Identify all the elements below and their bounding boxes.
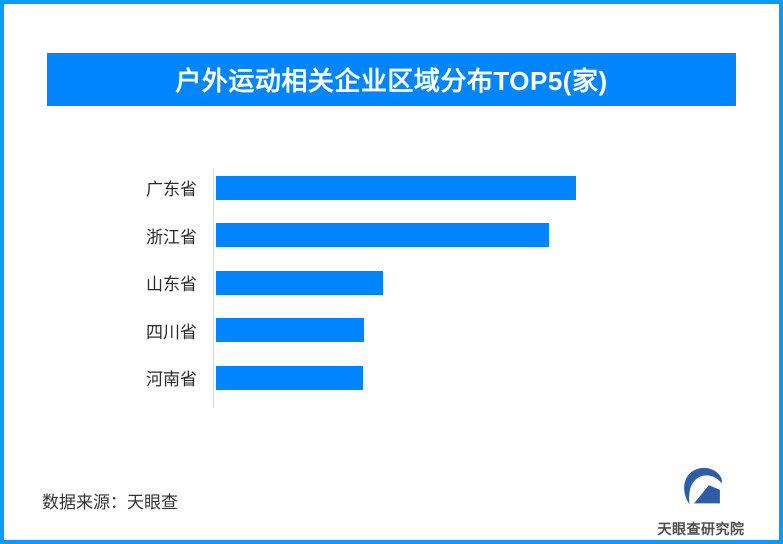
category-label: 山东省 bbox=[146, 275, 197, 295]
brand-logo: 天眼查研究院 bbox=[657, 465, 745, 539]
bar-chart-rows: 广东省浙江省山东省四川省河南省 bbox=[47, 164, 747, 402]
category-label: 河南省 bbox=[146, 370, 197, 390]
bar bbox=[216, 175, 576, 200]
tianyancha-eye-swoosh-icon bbox=[678, 465, 724, 514]
bar bbox=[216, 318, 364, 343]
chart-row: 山东省 bbox=[47, 259, 747, 307]
category-label: 浙江省 bbox=[146, 227, 197, 247]
category-label: 四川省 bbox=[146, 322, 197, 342]
chart-title-banner: 户外运动相关企业区域分布TOP5(家) bbox=[47, 53, 736, 106]
y-axis-line bbox=[213, 168, 214, 408]
logo-text: 天眼查研究院 bbox=[657, 521, 745, 537]
bar-chart: 广东省浙江省山东省四川省河南省 bbox=[47, 164, 747, 408]
chart-row: 四川省 bbox=[47, 307, 747, 355]
bar bbox=[216, 223, 549, 248]
chart-row: 河南省 bbox=[47, 354, 747, 402]
category-label: 广东省 bbox=[146, 180, 197, 200]
bar bbox=[216, 365, 363, 390]
bar bbox=[216, 270, 384, 295]
chart-row: 浙江省 bbox=[47, 212, 747, 260]
chart-row: 广东省 bbox=[47, 164, 747, 212]
data-source-label: 数据来源：天眼查 bbox=[42, 493, 178, 512]
page-title: 户外运动相关企业区域分布TOP5(家) bbox=[175, 66, 608, 96]
